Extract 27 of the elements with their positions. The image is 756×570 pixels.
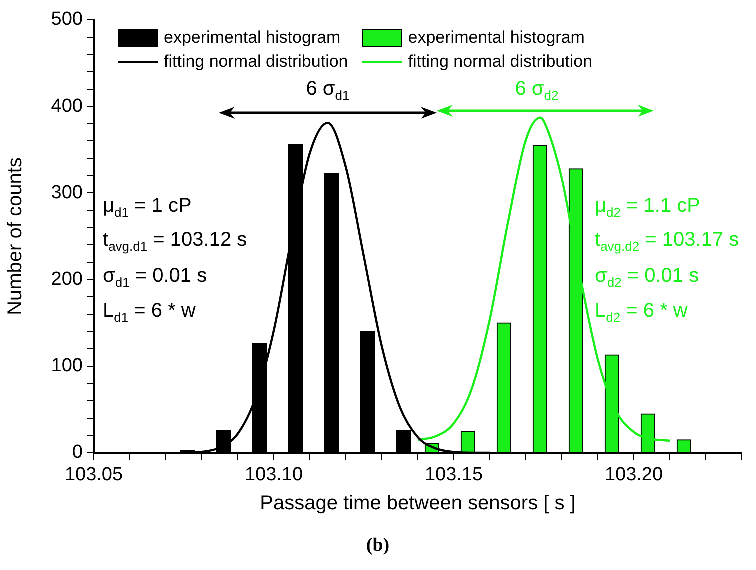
annotation: 6 σ$_{d1}$ (306, 78, 350, 103)
annotation: t$_{avg.d2}$ = 103.17 s (595, 229, 740, 254)
y-axis-title: Number of counts (4, 158, 27, 316)
legend-label: experimental histogram (408, 28, 585, 48)
x-tick-label: 103.10 (244, 464, 304, 486)
annotation: L$_{d1}$ = 6 * w (103, 300, 196, 325)
x-tick-label: 103.20 (604, 464, 664, 486)
annotation: L$_{d2}$ = 6 * w (595, 300, 688, 325)
annotation: μ$_{d1}$ = 1 cP (103, 195, 192, 220)
annotation: μ$_{d2}$ = 1.1 cP (595, 195, 700, 220)
annotation: σ$_{d2}$ = 0.01 s (595, 265, 700, 290)
text: (b) (366, 535, 390, 556)
x-axis-title: Passage time between sensors [ s ] (260, 492, 576, 515)
annotation: 6 σ$_{d2}$ (515, 78, 559, 103)
y-tick-label: 0 (72, 442, 83, 464)
y-tick-label: 400 (51, 96, 83, 117)
x-tick-label: 103.05 (64, 464, 124, 486)
y-tick-label: 200 (51, 269, 83, 290)
annotation: σ$_{d1}$ = 0.01 s (103, 265, 208, 290)
y-tick-label: 300 (51, 182, 83, 204)
y-tick-label: 500 (51, 9, 83, 30)
legend-label: fitting normal distribution (164, 52, 348, 72)
legend-label: experimental histogram (164, 28, 341, 48)
y-tick-label: 100 (51, 356, 83, 377)
annotation: t$_{avg.d1}$ = 103.12 s (103, 229, 248, 254)
legend-label: fitting normal distribution (408, 52, 593, 72)
x-tick-label: 103.15 (424, 464, 484, 486)
